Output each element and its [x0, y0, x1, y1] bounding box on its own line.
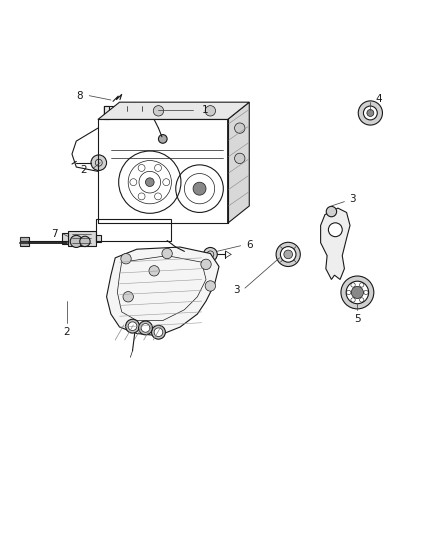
Circle shape	[91, 155, 106, 171]
Text: 6: 6	[246, 240, 252, 250]
Polygon shape	[20, 237, 29, 246]
Circle shape	[235, 153, 245, 164]
Text: 8: 8	[76, 91, 83, 101]
Circle shape	[152, 325, 166, 339]
Text: 1: 1	[202, 105, 208, 115]
Circle shape	[351, 286, 364, 298]
Polygon shape	[104, 107, 167, 116]
Circle shape	[123, 292, 134, 302]
Circle shape	[346, 281, 369, 304]
Text: 7: 7	[52, 229, 58, 239]
Polygon shape	[98, 102, 249, 119]
Circle shape	[205, 106, 215, 116]
Circle shape	[127, 103, 142, 119]
Circle shape	[70, 236, 82, 247]
Circle shape	[128, 322, 137, 330]
Circle shape	[159, 135, 167, 143]
Circle shape	[121, 254, 131, 264]
Circle shape	[203, 247, 217, 261]
Circle shape	[284, 250, 293, 259]
Polygon shape	[63, 233, 67, 244]
Circle shape	[235, 123, 245, 133]
Circle shape	[341, 276, 374, 309]
Circle shape	[205, 281, 215, 291]
Text: 2: 2	[64, 327, 70, 337]
Circle shape	[193, 182, 206, 195]
Circle shape	[280, 247, 296, 262]
Polygon shape	[228, 102, 249, 223]
Polygon shape	[67, 231, 96, 246]
Text: 5: 5	[354, 314, 361, 324]
Polygon shape	[96, 235, 101, 242]
Circle shape	[326, 206, 337, 217]
Circle shape	[149, 265, 159, 276]
Circle shape	[153, 106, 164, 116]
Circle shape	[80, 236, 90, 247]
Text: 2: 2	[81, 165, 87, 175]
Polygon shape	[106, 247, 219, 336]
Circle shape	[276, 243, 300, 266]
Circle shape	[367, 109, 374, 116]
Circle shape	[141, 324, 150, 332]
Text: 3: 3	[233, 285, 240, 295]
Circle shape	[145, 178, 154, 187]
Text: 4: 4	[375, 94, 382, 104]
Circle shape	[154, 328, 163, 336]
Text: 3: 3	[349, 195, 355, 205]
Circle shape	[126, 319, 139, 333]
Circle shape	[364, 106, 377, 120]
Polygon shape	[104, 107, 109, 119]
Circle shape	[358, 101, 382, 125]
Circle shape	[162, 248, 172, 259]
Circle shape	[328, 223, 342, 237]
Circle shape	[138, 321, 152, 335]
Polygon shape	[321, 208, 350, 279]
Circle shape	[201, 259, 211, 270]
